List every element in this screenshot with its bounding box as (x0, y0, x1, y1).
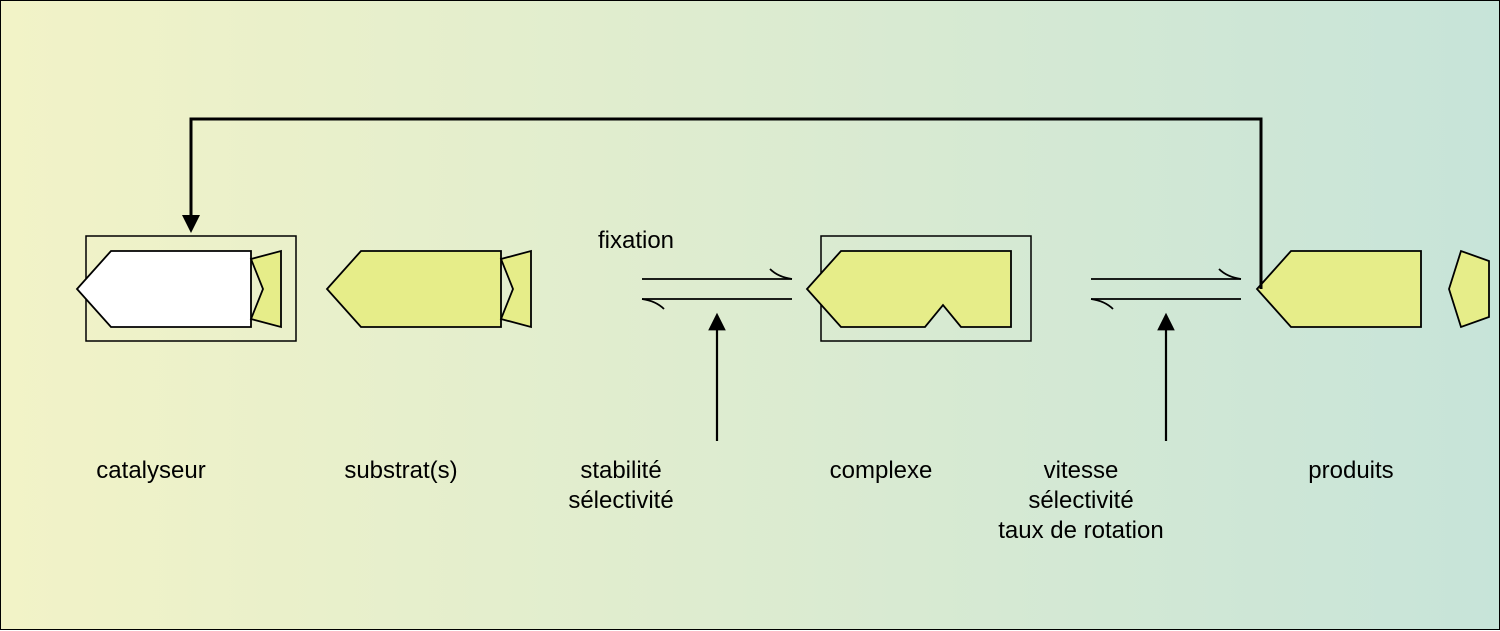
stabilite-label: stabilité sélectivité (521, 456, 721, 516)
produits-label: produits (1261, 456, 1441, 486)
complexe-label: complexe (791, 456, 971, 486)
catalyseur-label: catalyseur (61, 456, 241, 486)
fixation-label: fixation (551, 226, 721, 256)
vitesse-label: vitesse sélectivité taux de rotation (961, 456, 1201, 546)
substrat-label: substrat(s) (311, 456, 491, 486)
